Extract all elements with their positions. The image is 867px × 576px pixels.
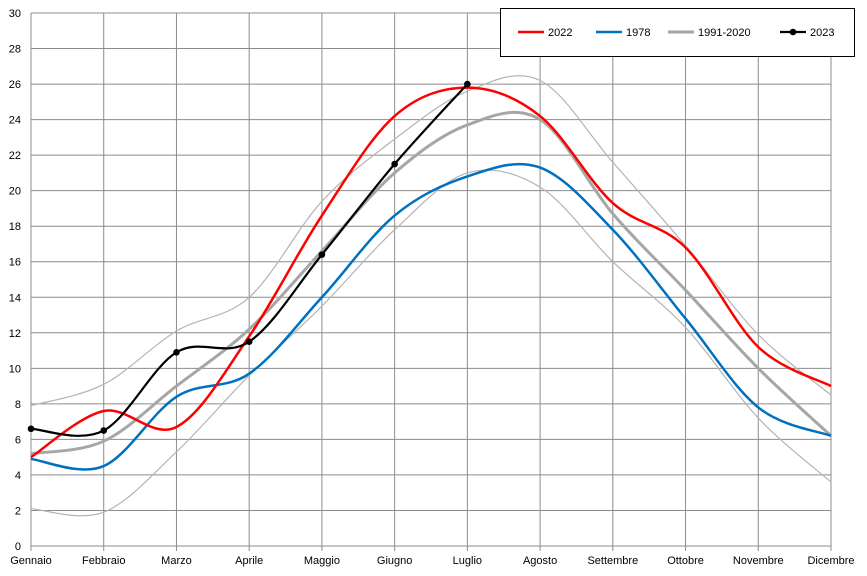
y-tick-label: 4 <box>15 470 21 482</box>
y-tick-label: 30 <box>9 8 21 20</box>
series-band-4-line <box>30 169 832 517</box>
series-1991-2020-line <box>30 110 833 456</box>
legend-label: 2023 <box>810 27 834 39</box>
legend-label: 2022 <box>548 27 572 39</box>
y-tick-label: 16 <box>9 257 21 269</box>
series-2023-point <box>391 160 398 168</box>
y-tick-label: 14 <box>9 292 21 304</box>
x-tick-label: Settembre <box>587 555 638 567</box>
legend-label: 1978 <box>626 27 650 39</box>
y-tick-label: 20 <box>9 186 21 198</box>
y-tick-label: 12 <box>9 328 21 340</box>
series-2023-point <box>464 80 471 88</box>
series-2023-point <box>173 349 180 356</box>
x-tick-label: Ottobre <box>667 555 704 567</box>
y-tick-label: 2 <box>15 505 21 517</box>
series-1978-line <box>30 162 832 471</box>
legend-marker <box>789 28 797 36</box>
series-2023-point <box>318 251 326 258</box>
y-tick-label: 0 <box>15 541 21 553</box>
x-tick-label: Giugno <box>377 555 412 567</box>
y-tick-label: 18 <box>9 221 21 233</box>
y-tick-label: 26 <box>9 79 21 91</box>
y-tick-label: 28 <box>9 44 21 56</box>
legend-label: 1991-2020 <box>698 27 751 39</box>
series-2023-point <box>100 427 108 434</box>
y-tick-label: 10 <box>9 363 21 375</box>
series-2023-point <box>27 425 35 433</box>
x-tick-label: Marzo <box>161 555 192 567</box>
series-2023-point <box>245 338 253 345</box>
x-tick-label: Gennaio <box>10 555 52 567</box>
y-tick-label: 22 <box>9 150 21 162</box>
y-tick-label: 6 <box>15 434 21 446</box>
x-tick-label: Aprile <box>235 555 263 567</box>
x-tick-label: Maggio <box>304 555 340 567</box>
series-band-3-line <box>30 75 832 407</box>
x-tick-label: Febbraio <box>82 555 125 567</box>
x-tick-label: Novembre <box>733 555 784 567</box>
x-tick-label: Dicembre <box>807 555 854 567</box>
x-tick-label: Luglio <box>453 555 482 567</box>
x-tick-label: Agosto <box>523 555 557 567</box>
series-2022-line <box>30 86 832 459</box>
y-tick-label: 24 <box>9 115 21 127</box>
y-tick-label: 8 <box>15 399 21 411</box>
